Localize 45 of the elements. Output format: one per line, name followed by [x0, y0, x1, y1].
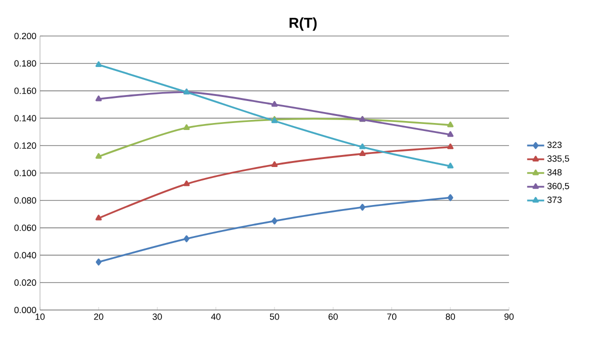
y-tick-label: 0.160	[14, 88, 36, 94]
y-tick-label: 0.020	[14, 279, 36, 286]
x-tick-label: 90	[504, 314, 514, 320]
x-tick-label: 80	[446, 314, 456, 320]
point	[183, 124, 190, 130]
x-tick-label: 50	[270, 314, 280, 320]
point	[184, 235, 190, 242]
y-tick-label: 0.120	[14, 142, 36, 149]
point	[447, 131, 454, 137]
point	[448, 194, 454, 202]
x-tick-label: 60	[328, 314, 338, 320]
point	[359, 150, 366, 156]
y-tick-label: 0.200	[14, 32, 36, 40]
point	[272, 217, 278, 224]
point	[360, 204, 366, 211]
point	[95, 214, 102, 220]
point	[447, 143, 454, 150]
y-tick-label: 0.060	[14, 224, 36, 231]
x-tick-label: 70	[387, 314, 396, 320]
x-tick-label: 30	[152, 314, 162, 320]
point	[183, 180, 190, 186]
point	[447, 162, 454, 168]
point	[95, 96, 102, 102]
legend-label: 373	[547, 196, 562, 203]
x-tick-label: 20	[94, 314, 104, 320]
y-tick-label: 0.080	[14, 197, 36, 204]
y-tick-label: 0.040	[14, 252, 36, 258]
x-tick-label: 40	[211, 314, 221, 320]
x-tick-label: 10	[36, 314, 45, 320]
y-tick-label: 0.140	[14, 115, 36, 122]
chart-title: R(T)	[290, 17, 317, 31]
point	[447, 122, 454, 128]
legend-label: 348	[547, 169, 562, 176]
point	[95, 153, 102, 159]
point	[359, 143, 366, 150]
point	[96, 258, 102, 266]
point	[95, 61, 102, 67]
point	[271, 101, 278, 107]
y-tick-label: 0.100	[14, 170, 36, 176]
y-tick-label: 0.180	[14, 60, 36, 67]
legend-label: 323	[547, 142, 562, 148]
legend-label: 335,5	[547, 155, 570, 163]
y-tick-label: 0.000	[14, 306, 36, 314]
point	[271, 161, 278, 167]
legend-label: 360,5	[547, 182, 570, 190]
